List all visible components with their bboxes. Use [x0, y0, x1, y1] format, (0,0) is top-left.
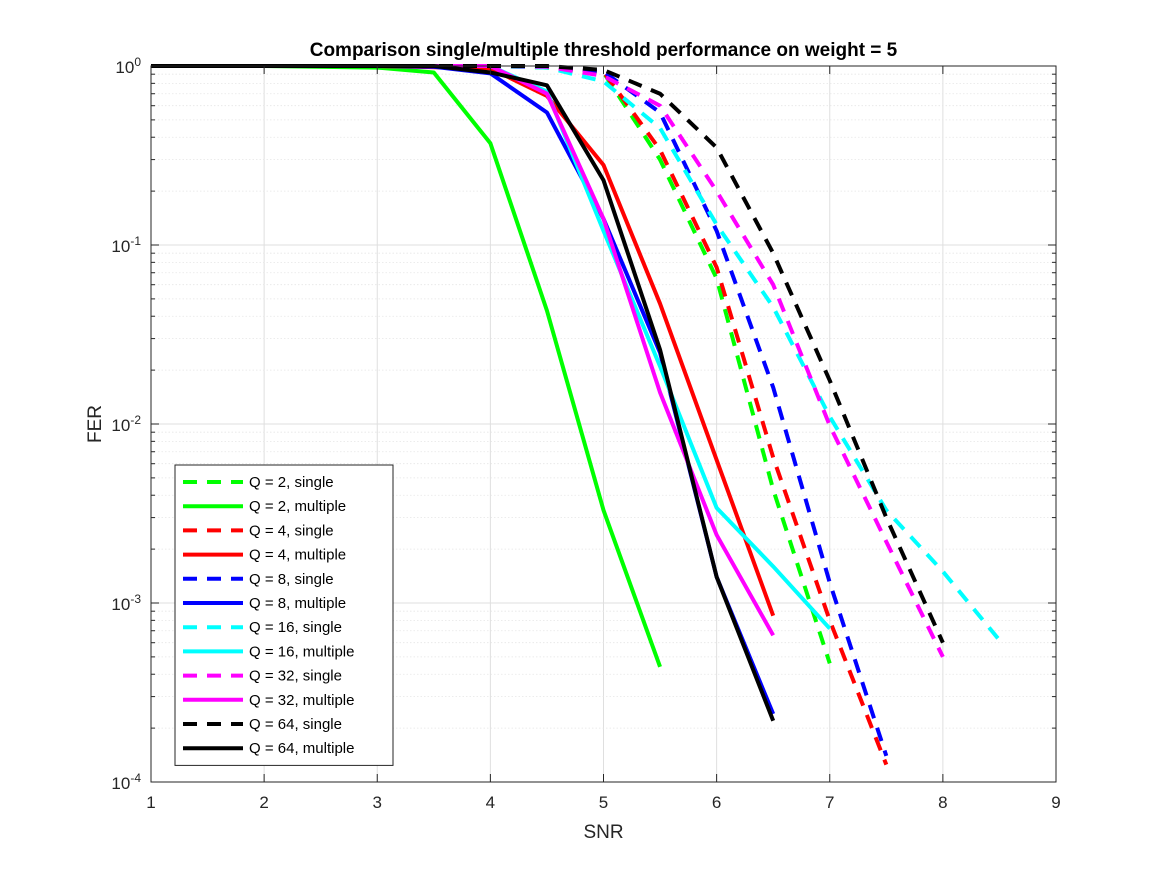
x-tick-label: 5 [599, 793, 608, 812]
series-line-10 [151, 64, 945, 644]
y-tick-label: 10-1 [111, 234, 141, 256]
legend-entry: Q = 8, multiple [249, 595, 346, 612]
x-tick-label: 2 [259, 793, 268, 812]
legend-entry: Q = 4, single [249, 522, 334, 539]
ticks: 1 2 3 4 5 6 7 8 9 100 10-1 10-2 10-3 10-4 [111, 55, 1060, 812]
x-tick-label: 1 [146, 793, 155, 812]
x-tick-label: 9 [1051, 793, 1060, 812]
legend-entry: Q = 4, multiple [249, 547, 346, 564]
x-tick-label: 3 [373, 793, 382, 812]
x-tick-label: 8 [938, 793, 947, 812]
x-axis-label: SNR [583, 822, 623, 843]
y-tick-label: 10-3 [111, 592, 141, 614]
y-tick-label: 10-4 [111, 771, 141, 793]
chart-title: Comparison single/multiple threshold per… [310, 40, 898, 61]
x-tick-label: 6 [712, 793, 721, 812]
x-tick-label: 4 [486, 793, 495, 812]
y-tick-label: 10-2 [111, 413, 141, 435]
legend-entry: Q = 8, single [249, 571, 334, 588]
legend-entry: Q = 2, multiple [249, 498, 346, 515]
legend-entry: Q = 2, single [249, 474, 334, 491]
series-line-8 [151, 64, 945, 658]
legend-box [174, 464, 394, 766]
y-tick-label: 100 [115, 55, 141, 77]
x-tick-label: 7 [825, 793, 834, 812]
legend-entry: Q = 64, single [249, 716, 342, 733]
legend-entry: Q = 64, multiple [249, 740, 354, 757]
legend: Q = 2, single Q = 2, multiple Q = 4, singl… [174, 464, 394, 766]
legend-entry: Q = 16, single [249, 619, 342, 636]
legend-entry: Q = 16, multiple [249, 643, 354, 660]
legend-entry: Q = 32, multiple [249, 692, 354, 709]
grid [150, 65, 1057, 783]
y-axis-label: FER [85, 405, 106, 443]
legend-entry: Q = 32, single [249, 668, 342, 685]
